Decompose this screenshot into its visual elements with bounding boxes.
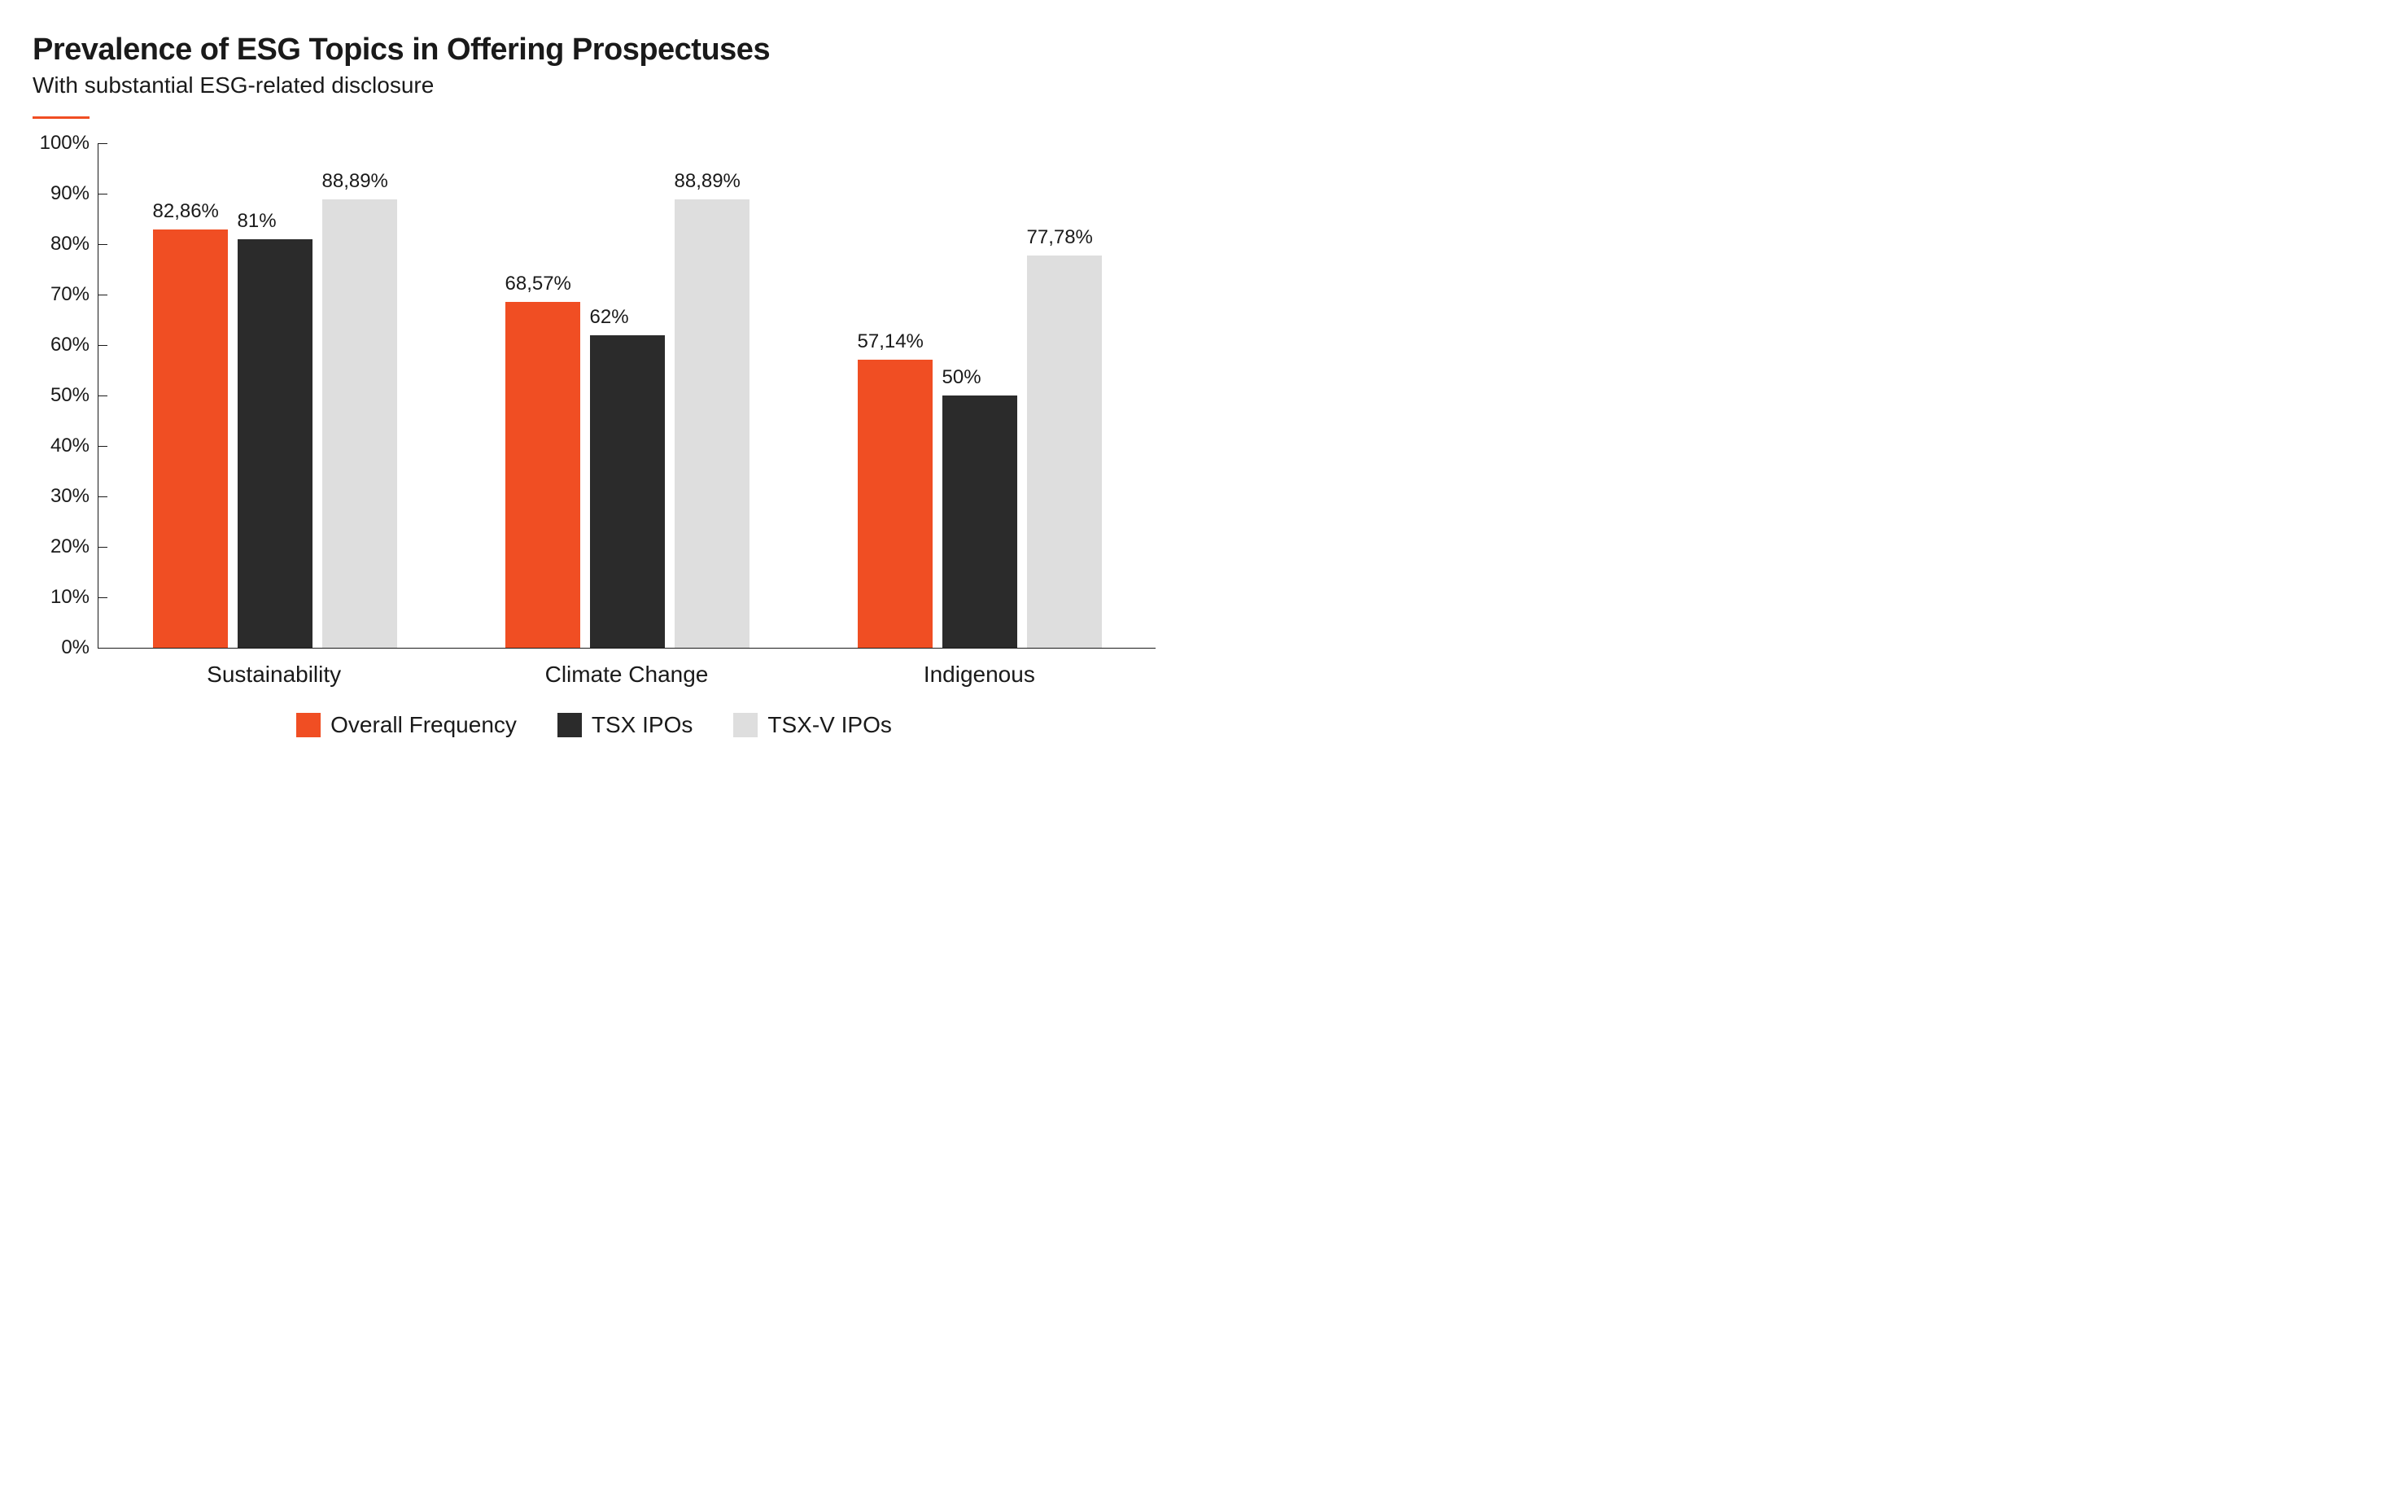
x-axis-label: Climate Change [450, 662, 802, 688]
bar-wrap: 57,14% [858, 143, 933, 648]
bar-fill [675, 199, 749, 648]
bar-fill [858, 360, 933, 648]
bar-value-label: 62% [590, 306, 629, 329]
bar-wrap: 82,86% [153, 143, 228, 648]
bar-value-label: 88,89% [322, 170, 388, 193]
y-tick-label: 20% [50, 537, 98, 557]
legend-item: TSX-V IPOs [733, 712, 891, 738]
bar-value-label: 82,86% [153, 200, 219, 223]
bar-holder: 50% [942, 395, 1017, 648]
bar-holder: 57,14% [858, 360, 933, 648]
bar-value-label: 57,14% [858, 330, 924, 353]
x-axis-label: Sustainability [98, 662, 450, 688]
y-tick-label: 30% [50, 487, 98, 506]
bar-fill [1027, 256, 1102, 648]
bar-holder: 82,86% [153, 229, 228, 648]
legend-item: TSX IPOs [557, 712, 693, 738]
bar-fill [942, 395, 1017, 648]
x-axis-label: Indigenous [803, 662, 1156, 688]
y-tick-label: 40% [50, 436, 98, 456]
legend-item: Overall Frequency [296, 712, 517, 738]
bar-wrap: 77,78% [1027, 143, 1102, 648]
bar-value-label: 88,89% [675, 170, 741, 193]
bar-wrap: 68,57% [505, 143, 580, 648]
y-axis: 100%90%80%70%60%50%40%30%20%10%0% [33, 143, 98, 648]
bar-wrap: 88,89% [675, 143, 749, 648]
bar-wrap: 50% [942, 143, 1017, 648]
bar-group: 57,14%50%77,78% [803, 143, 1156, 648]
x-axis-labels: SustainabilityClimate ChangeIndigenous [98, 662, 1156, 688]
bar-groups: 82,86%81%88,89%68,57%62%88,89%57,14%50%7… [98, 143, 1156, 648]
y-tick-label: 80% [50, 234, 98, 254]
legend-swatch [733, 713, 758, 737]
legend-swatch [557, 713, 582, 737]
y-tick-label: 70% [50, 285, 98, 304]
bar-value-label: 68,57% [505, 273, 571, 295]
chart-title: Prevalence of ESG Topics in Offering Pro… [33, 33, 1156, 68]
y-tick-label: 0% [61, 638, 98, 658]
plot-area: 82,86%81%88,89%68,57%62%88,89%57,14%50%7… [98, 143, 1156, 649]
bar-holder: 88,89% [322, 199, 397, 648]
bar-fill [505, 302, 580, 648]
legend-swatch [296, 713, 321, 737]
legend-label: Overall Frequency [330, 712, 517, 738]
bar-value-label: 81% [238, 210, 277, 233]
chart-container: Prevalence of ESG Topics in Offering Pro… [0, 0, 1204, 771]
bar-wrap: 88,89% [322, 143, 397, 648]
y-tick-label: 10% [50, 588, 98, 607]
bar-value-label: 50% [942, 366, 981, 389]
bar-fill [238, 239, 312, 648]
bar-holder: 68,57% [505, 302, 580, 648]
y-tick-label: 90% [50, 184, 98, 203]
plot-row: 100%90%80%70%60%50%40%30%20%10%0% 82,86%… [33, 143, 1156, 649]
bar-holder: 81% [238, 239, 312, 648]
bar-fill [153, 229, 228, 648]
y-tick-label: 60% [50, 335, 98, 355]
chart-subtitle: With substantial ESG-related disclosure [33, 72, 1156, 98]
accent-rule [33, 116, 90, 119]
bar-fill [322, 199, 397, 648]
bar-holder: 88,89% [675, 199, 749, 648]
y-tick-label: 100% [40, 133, 98, 153]
legend: Overall Frequency TSX IPOs TSX-V IPOs [33, 712, 1156, 738]
bar-wrap: 81% [238, 143, 312, 648]
bar-group: 68,57%62%88,89% [451, 143, 803, 648]
bar-wrap: 62% [590, 143, 665, 648]
bar-group: 82,86%81%88,89% [98, 143, 451, 648]
legend-label: TSX-V IPOs [767, 712, 891, 738]
bar-holder: 77,78% [1027, 256, 1102, 648]
bar-fill [590, 335, 665, 648]
bar-value-label: 77,78% [1027, 226, 1093, 249]
y-tick-label: 50% [50, 386, 98, 405]
legend-label: TSX IPOs [592, 712, 693, 738]
bar-holder: 62% [590, 335, 665, 648]
